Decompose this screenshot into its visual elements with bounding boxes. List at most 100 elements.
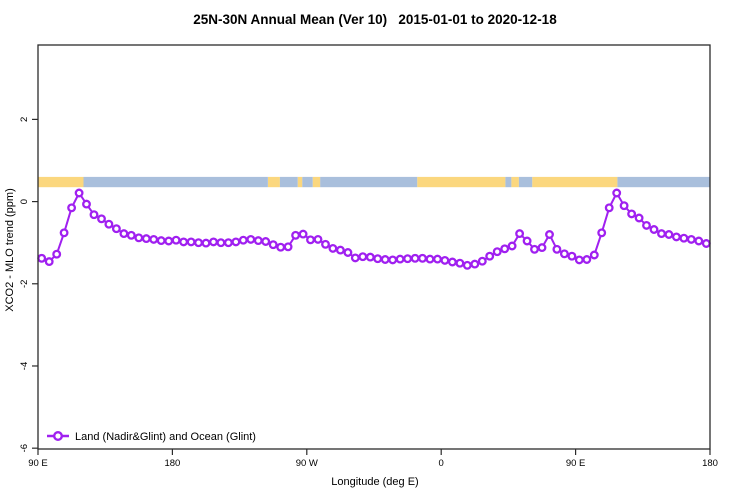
data-point (67, 203, 77, 213)
band-segment-land (417, 176, 506, 188)
data-point (164, 236, 174, 246)
data-point (59, 228, 69, 238)
data-point (433, 254, 442, 264)
data-point (156, 236, 166, 246)
x-tick-label: 180 (164, 458, 180, 469)
data-point (649, 225, 659, 234)
data-point (246, 234, 256, 244)
data-point (470, 259, 480, 269)
data-point (209, 237, 218, 247)
y-tick-label: -2 (19, 280, 30, 288)
band-segment-land (38, 176, 84, 188)
band-segment-ocean (518, 176, 533, 188)
data-point (149, 234, 159, 244)
data-point (97, 214, 106, 224)
data-point (261, 237, 271, 246)
data-point (119, 229, 129, 239)
data-point (634, 213, 644, 223)
y-tick-label: -4 (19, 362, 30, 370)
data-point (350, 253, 360, 263)
data-point (552, 244, 562, 254)
data-point (358, 252, 368, 262)
data-point (141, 234, 151, 244)
data-point (276, 242, 286, 252)
x-tick-label: 90 E (566, 458, 586, 469)
plot-border (37, 44, 711, 450)
data-point (657, 229, 666, 239)
data-point (410, 253, 420, 263)
data-point (306, 235, 315, 245)
data-point (425, 254, 435, 264)
band-segment-land (297, 176, 303, 188)
data-point (231, 237, 241, 247)
band-segment-ocean (505, 176, 512, 188)
x-tick-label: 180 (702, 458, 718, 469)
data-point (559, 249, 569, 259)
data-point (291, 230, 301, 240)
data-point (253, 236, 263, 246)
series-line (41, 190, 707, 267)
data-point (701, 239, 711, 248)
band-segment-ocean (279, 176, 298, 188)
data-point (612, 188, 622, 198)
data-point (492, 247, 502, 257)
data-point (313, 234, 323, 244)
data-point (201, 238, 211, 248)
data-point (485, 251, 495, 261)
data-point (111, 224, 121, 234)
data-point (179, 237, 189, 247)
data-point (403, 254, 413, 264)
data-point (627, 209, 637, 219)
data-point (537, 243, 547, 253)
surface-type-band (38, 176, 710, 188)
band-segment-ocean (302, 176, 313, 188)
data-point (104, 219, 114, 229)
y-tick-label: -6 (19, 444, 30, 452)
data-point (395, 254, 405, 264)
data-point (89, 210, 99, 220)
data-point (134, 233, 144, 243)
data-point (589, 250, 599, 260)
data-point (37, 253, 47, 263)
data-point (335, 245, 345, 255)
data-point (455, 258, 465, 268)
data-point (515, 229, 525, 239)
data-point (365, 252, 375, 262)
data-point (82, 199, 91, 209)
data-point (507, 241, 517, 251)
data-point (545, 230, 554, 239)
data-point (373, 254, 383, 264)
data-point (44, 257, 54, 267)
data-point (694, 236, 704, 246)
data-point (686, 234, 696, 244)
data-point (268, 240, 278, 250)
data-point (664, 230, 674, 239)
data-point (530, 244, 539, 254)
data-point (574, 255, 584, 265)
data-point (462, 260, 472, 270)
data-point (216, 238, 226, 248)
legend: Land (Nadir&Glint) and Ocean (Glint) (47, 431, 256, 443)
data-point (380, 255, 390, 264)
legend-label: Land (Nadir&Glint) and Ocean (Glint) (75, 431, 256, 443)
data-point (126, 230, 136, 240)
data-series (37, 188, 711, 270)
data-point (522, 236, 532, 246)
data-point (74, 188, 84, 198)
data-point (477, 256, 487, 266)
x-axis-label: Longitude (deg E) (331, 476, 418, 488)
data-point (321, 239, 330, 249)
y-axis-label: XCO2 - MLO trend (ppm) (4, 188, 16, 311)
band-segment-land (312, 176, 321, 188)
data-point (52, 249, 62, 259)
data-point (567, 251, 577, 261)
legend-marker-icon (53, 431, 64, 442)
band-segment-land (268, 176, 280, 188)
data-point (604, 203, 614, 213)
band-segment-land (511, 176, 519, 188)
data-point (194, 238, 203, 248)
data-point (619, 201, 629, 211)
data-point (223, 238, 233, 248)
